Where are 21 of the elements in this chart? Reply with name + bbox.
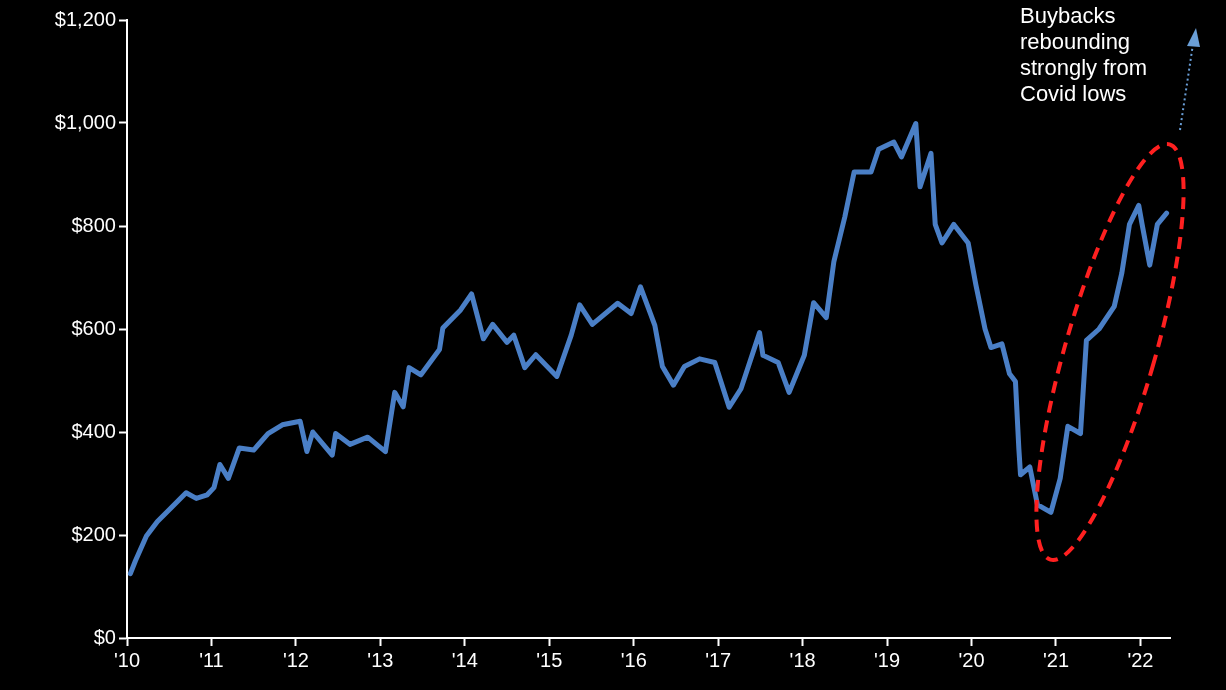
y-tick-label: $600 <box>71 316 116 339</box>
x-tick-label: '15 <box>536 648 563 671</box>
y-tick-label: $800 <box>71 213 116 236</box>
x-tick-label: '19 <box>874 648 901 671</box>
x-tick-label: '13 <box>367 648 394 671</box>
x-tick-label: '17 <box>705 648 732 671</box>
y-tick-label: $400 <box>71 419 116 442</box>
x-tick-label: '21 <box>1042 648 1070 671</box>
x-tick-label: '22 <box>1127 648 1154 671</box>
x-tick-label: '12 <box>282 648 309 671</box>
x-tick-label: '11 <box>199 648 224 671</box>
x-tick-label: '16 <box>620 648 647 671</box>
y-tick-label: $200 <box>71 522 116 545</box>
y-tick-label: $1,000 <box>54 110 116 133</box>
x-tick-label: '20 <box>958 648 985 671</box>
y-tick-label: $0 <box>93 625 116 648</box>
annotation: Buybacks rebounding strongly from Covid lows <box>1020 3 1148 107</box>
x-tick-label: '14 <box>451 648 478 671</box>
x-tick-label: '10 <box>113 648 141 671</box>
y-tick-label: $1,200 <box>54 7 116 30</box>
x-tick-label: '18 <box>789 648 816 671</box>
